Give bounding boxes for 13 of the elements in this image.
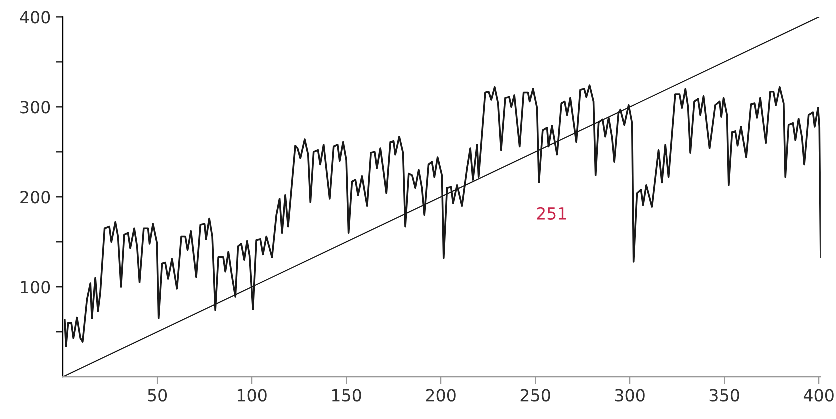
x-tick-label: 400 [804, 389, 834, 402]
x-tick-label: 200 [426, 389, 456, 402]
x-tick-label: 350 [710, 389, 740, 402]
y-tick-label: 400 [20, 11, 50, 24]
x-tick-label: 50 [148, 389, 168, 402]
y-tick-label: 100 [21, 281, 50, 294]
y-tick-label: 200 [20, 191, 50, 204]
annotation: 251 [537, 207, 566, 220]
y-tick-label: 300 [20, 101, 50, 114]
x-tick-label: 100 [238, 389, 267, 402]
x-tick-label: 150 [332, 389, 362, 402]
x-tick-label: 300 [615, 389, 645, 402]
x-tick-label: 250 [520, 389, 550, 402]
